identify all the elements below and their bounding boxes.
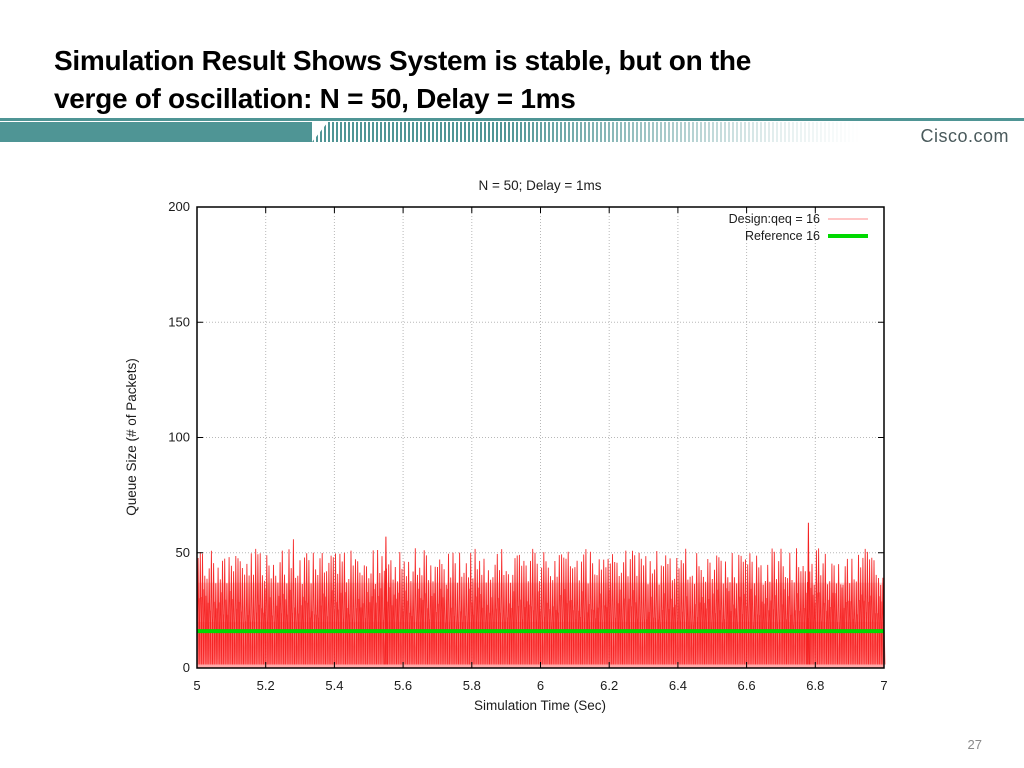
slide-title-line1: Simulation Result Shows System is stable… (54, 45, 751, 76)
x-tick-label: 6.2 (600, 678, 618, 693)
y-tick-label: 150 (168, 314, 190, 329)
header-thin-rule (0, 118, 1024, 121)
x-tick-label: 6.6 (738, 678, 756, 693)
x-tick-label: 5.4 (325, 678, 343, 693)
header-stripes-fade (312, 122, 860, 142)
slide-title-line2: verge of oscillation: N = 50, Delay = 1m… (54, 83, 576, 114)
x-tick-label: 6 (537, 678, 544, 693)
page-number: 27 (967, 737, 982, 752)
chart-ticks (196, 206, 885, 669)
y-axis-label: Queue Size (# of Packets) (124, 358, 139, 516)
slide-title: Simulation Result Shows System is stable… (54, 42, 954, 118)
header-bar-solid (0, 122, 312, 142)
x-tick-label: 6.8 (806, 678, 824, 693)
chart-legend: Design:qeq = 16 Reference 16 (729, 212, 868, 243)
chart-svg: N = 50; Delay = 1ms 5 5.2 5.4 5.6 5.8 6 6.2 6.4… (124, 178, 888, 713)
y-tick-label: 200 (168, 199, 190, 214)
chart-tick-labels: 5 5.2 5.4 5.6 5.8 6 6.2 6.4 6.6 6.8 7 0 50 100 150 200 (168, 199, 887, 693)
legend-label-reference: Reference 16 (745, 229, 820, 243)
y-tick-label: 50 (176, 545, 190, 560)
chart-title: N = 50; Delay = 1ms (478, 178, 601, 193)
y-tick-label: 100 (168, 430, 190, 445)
x-tick-label: 5.8 (463, 678, 481, 693)
x-axis-label: Simulation Time (Sec) (474, 698, 606, 713)
chart: N = 50; Delay = 1ms 5 5.2 5.4 5.6 5.8 6 6.2 6.4… (120, 165, 920, 735)
x-tick-label: 7 (880, 678, 887, 693)
header-bar-stripes (312, 122, 860, 142)
x-tick-label: 5 (193, 678, 200, 693)
y-tick-label: 0 (183, 660, 190, 675)
x-tick-label: 6.4 (669, 678, 687, 693)
x-tick-label: 5.2 (257, 678, 275, 693)
chart-series-design (196, 522, 886, 668)
x-tick-label: 5.6 (394, 678, 412, 693)
legend-label-design: Design:qeq = 16 (729, 212, 820, 226)
brand-cisco-com: Cisco.com (920, 126, 1009, 146)
